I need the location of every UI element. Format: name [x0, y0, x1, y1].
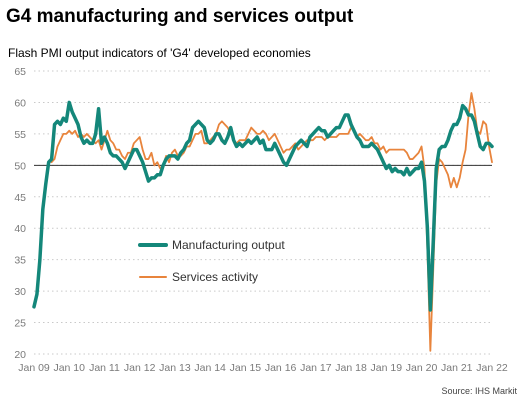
series-layer: [32, 92, 494, 352]
y-tick-label: 30: [14, 286, 26, 298]
y-tick-label: 55: [14, 129, 26, 141]
x-tick-label: Jan 21: [441, 362, 473, 374]
grid-layer: [34, 70, 492, 355]
series-line-services: [50, 92, 493, 352]
y-tick-label: 60: [14, 97, 26, 109]
chart-source: Source: IHS Markit: [441, 386, 517, 396]
x-tick-label: Jan 20: [406, 362, 438, 374]
y-tick-label: 40: [14, 223, 26, 235]
y-tick-label: 35: [14, 255, 26, 267]
x-tick-label: Jan 10: [53, 362, 85, 374]
legend: Manufacturing output Services activity: [138, 238, 285, 284]
legend-label-services: Services activity: [172, 270, 258, 284]
x-tick-label: Jan 14: [194, 362, 226, 374]
legend-label-manufacturing: Manufacturing output: [172, 238, 285, 252]
y-tick-label: 45: [14, 192, 26, 204]
chart-title: G4 manufacturing and services output: [6, 6, 354, 27]
y-tick-label: 65: [14, 66, 26, 78]
x-axis-ticks: Jan 09 Jan 10 Jan 11 Jan 12 Jan 13 Jan 14 Jan …: [18, 362, 508, 374]
x-tick-label: Jan 13: [159, 362, 191, 374]
x-tick-label: Jan 18: [335, 362, 367, 374]
x-tick-label: Jan 22: [476, 362, 508, 374]
x-tick-label: Jan 17: [300, 362, 332, 374]
y-tick-label: 20: [14, 349, 26, 361]
x-tick-label: Jan 16: [265, 362, 297, 374]
x-tick-label: Jan 09: [18, 362, 50, 374]
y-tick-label: 50: [14, 160, 26, 172]
chart-subtitle: Flash PMI output indicators of 'G4' deve…: [8, 46, 311, 60]
y-tick-label: 25: [14, 318, 26, 330]
x-tick-label: Jan 15: [230, 362, 262, 374]
x-tick-label: Jan 12: [124, 362, 156, 374]
series-line-manufacturing: [32, 100, 494, 312]
x-tick-label: Jan 11: [89, 362, 120, 374]
x-tick-label: Jan 19: [371, 362, 403, 374]
y-axis-ticks: 20 25 30 35 40 45 50 55 60 65: [14, 66, 26, 361]
